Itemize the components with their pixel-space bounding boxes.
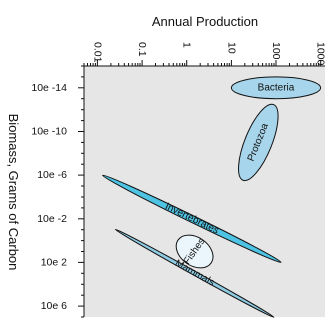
x-tick-label: 0.1: [136, 42, 148, 57]
x-axis-title: Annual Production: [152, 14, 258, 29]
ellipse-group-protozoa: Protozoa: [238, 103, 279, 182]
y-axis-title: Biomass, Grams of Carbon: [6, 114, 21, 271]
y-tick-label: 10e 2: [41, 256, 67, 268]
y-tick-label: 10e -6: [37, 169, 67, 181]
y-tick-label: 10e 6: [41, 300, 67, 312]
ellipse-protozoa: [238, 103, 279, 182]
ellipse-group-bacteria: Bacteria: [230, 76, 322, 100]
ellipse-bacteria: [230, 76, 322, 100]
x-tick-label: 0.01: [91, 42, 103, 63]
ellipse-mammals: [114, 228, 275, 318]
y-axis-ticks: 10e -14 10e -10 10e -6 10e -2 10e 2 10e 6: [31, 65, 84, 318]
x-axis-ticks: 0.01 0.1 1 10 100 1000: [83, 42, 327, 66]
plot-background: [84, 66, 325, 317]
ellipse-group-fishes: Fishes: [175, 234, 214, 269]
ellipse-invertebrates: [102, 174, 282, 263]
y-tick-label: 10e -14: [31, 82, 67, 94]
x-tick-label: 100: [270, 42, 282, 60]
ellipse-fishes: [175, 234, 214, 269]
group-ellipses: BacteriaProtozoaInvertebratesFishesMamma…: [102, 76, 322, 318]
y-tick-label: 10e -10: [31, 126, 67, 138]
y-tick-label: 10e -2: [37, 213, 67, 225]
ellipse-label-bacteria: Bacteria: [258, 82, 295, 93]
x-tick-label: 1: [181, 42, 193, 48]
x-tick-label: 10: [225, 42, 237, 54]
x-tick-label: 1000: [315, 42, 327, 66]
